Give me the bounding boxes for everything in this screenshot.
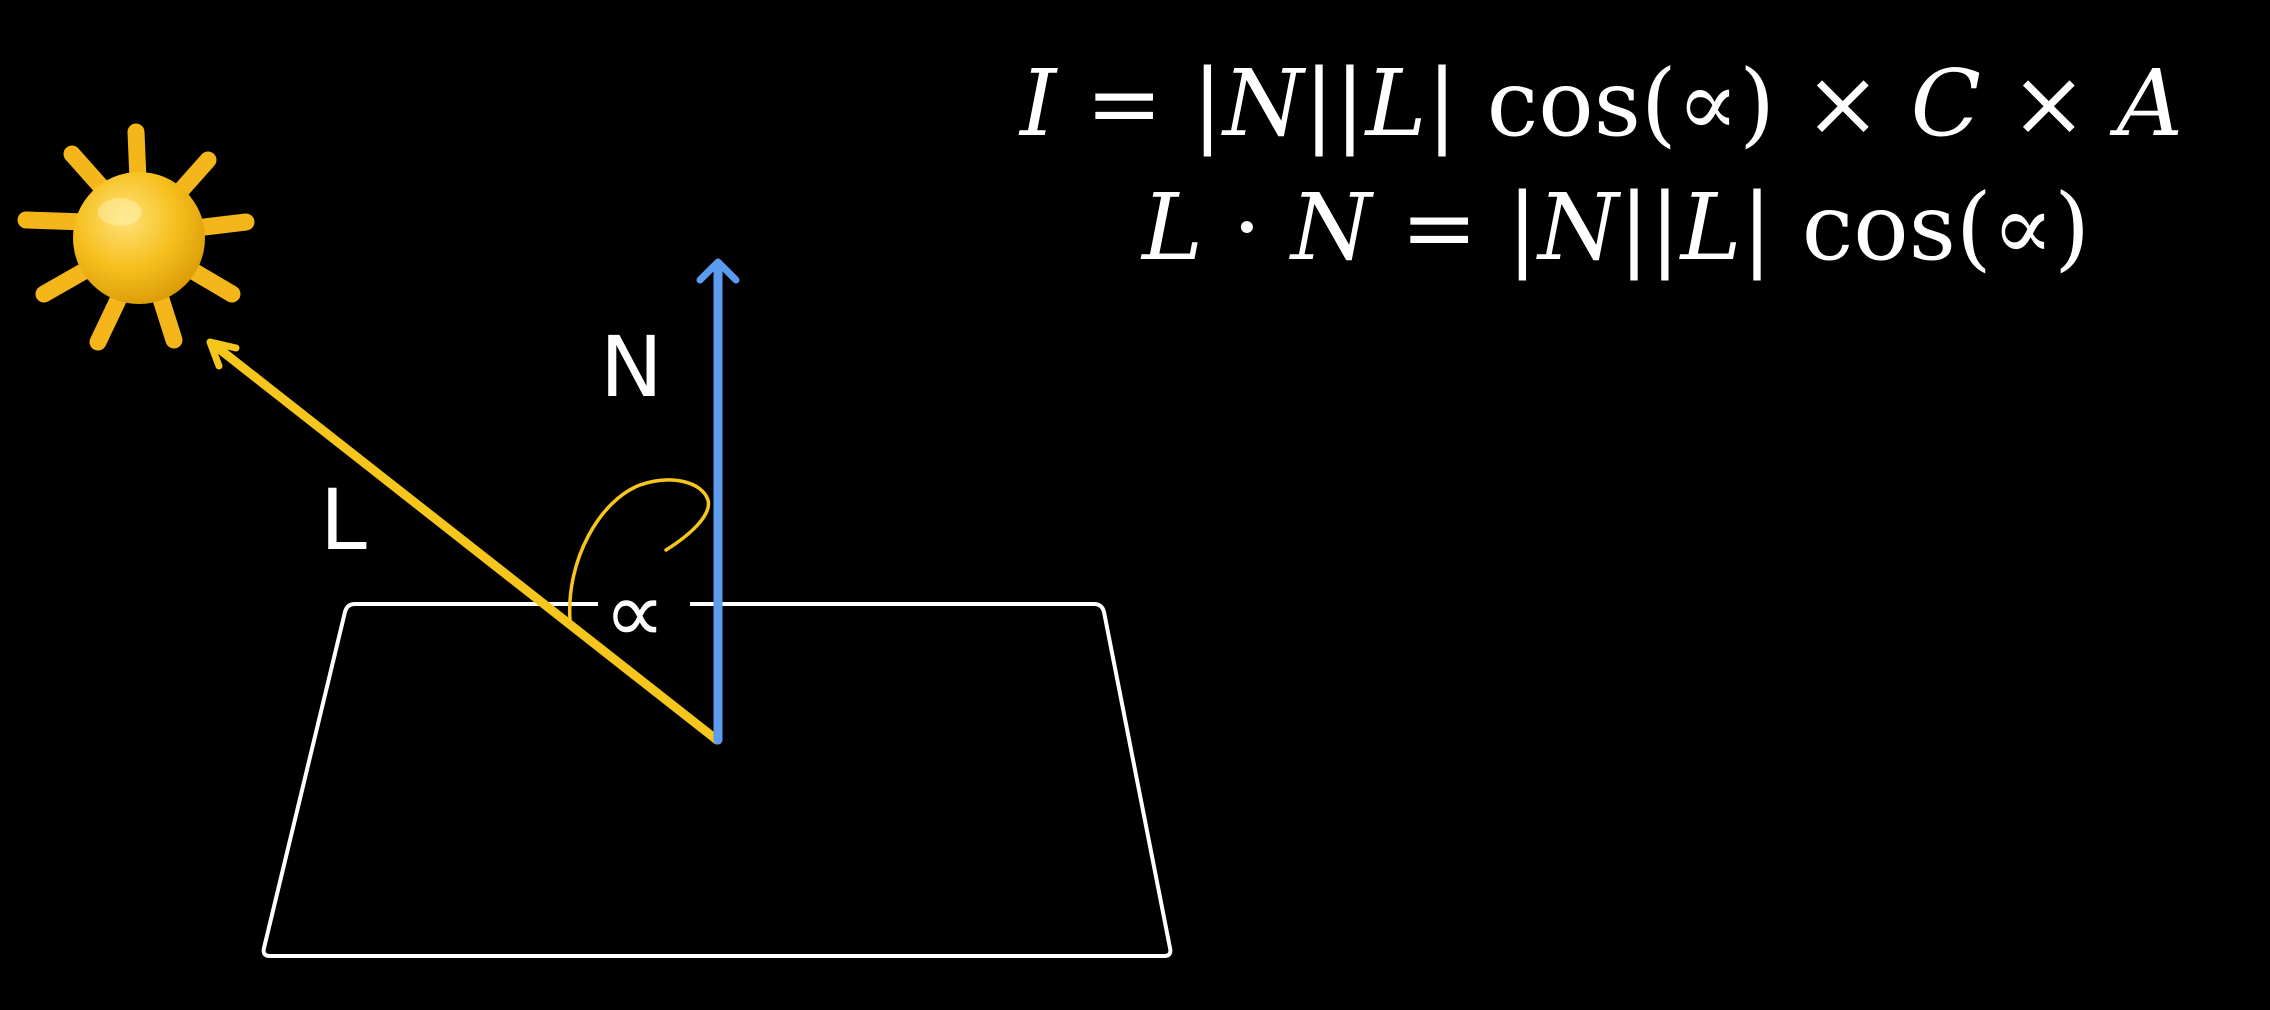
intensity-formula: I = |N||L| cos(∝) × C × A — [1020, 50, 2184, 157]
light-vector-symbol: L — [1142, 174, 1204, 281]
light-magnitude: L — [1680, 174, 1742, 281]
light-label: L — [320, 471, 367, 569]
light-vector — [206, 338, 722, 745]
dot-product-formula: L · N = |N||L| cos(∝) — [1142, 174, 2090, 281]
color-term: C — [1910, 50, 1981, 157]
times-sign: × — [1804, 50, 1882, 157]
dot-operator: · — [1232, 174, 1262, 281]
normal-magnitude: N — [1222, 50, 1304, 157]
normal-label: N — [600, 318, 663, 416]
cosine-term: cos(∝) — [1801, 174, 2090, 281]
normal-magnitude: N — [1537, 174, 1619, 281]
times-sign: × — [2010, 50, 2088, 157]
attenuation-term: A — [2116, 50, 2184, 157]
sun-icon — [17, 123, 255, 351]
cosine-term: cos(∝) — [1486, 50, 1775, 157]
angle-label: ∝ — [604, 563, 666, 663]
equals-sign: = — [1085, 50, 1163, 157]
angle-arc — [567, 478, 711, 622]
angle-label-backdrop — [598, 590, 690, 620]
light-magnitude: L — [1365, 50, 1427, 157]
surface-plane — [261, 602, 1173, 958]
intensity-symbol: I — [1020, 50, 1057, 157]
normal-vector — [696, 258, 740, 745]
normal-vector-symbol: N — [1290, 174, 1372, 281]
equals-sign: = — [1400, 174, 1478, 281]
